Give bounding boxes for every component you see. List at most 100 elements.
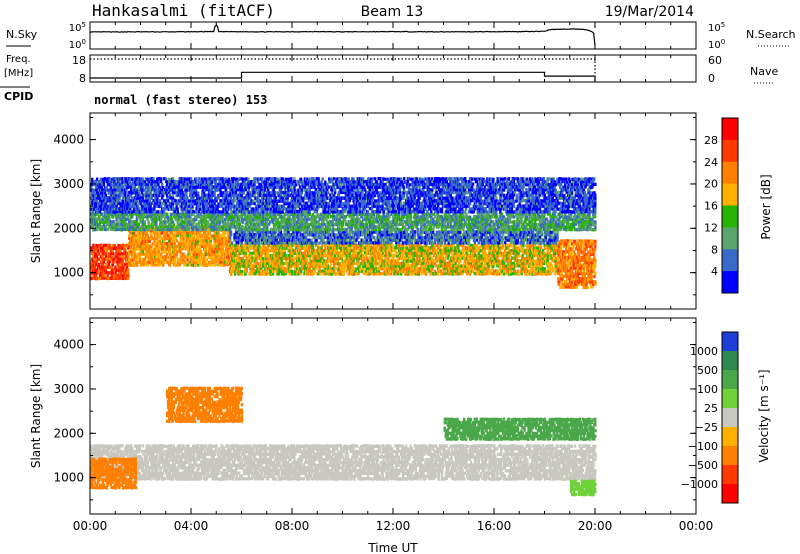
scatter-cell [439,272,443,276]
scatter-cell [363,264,366,268]
scatter-cell [459,257,462,261]
scatter-cell [439,269,443,273]
scatter-cell [213,250,216,254]
scatter-cell [363,259,366,263]
scatter-cell [538,249,542,253]
scatter-cell [321,251,324,255]
scatter-cell [549,248,552,252]
scatter-cell [135,263,139,267]
scatter-cell [196,258,200,262]
scatter-cell [302,256,306,261]
scatter-cell [543,272,547,276]
scatter-cell [102,249,106,253]
scatter-cell [354,248,357,252]
scatter-cell [104,262,108,266]
scatter-cell [398,254,402,258]
scatter-cell [307,264,311,268]
scatter-cell [197,255,200,259]
scatter-cell [264,251,268,255]
scatter-cell [427,230,430,234]
scatter-cell [358,251,361,255]
scatter-cell [454,246,457,250]
scatter-cell [460,235,463,239]
scatter-cell [478,236,482,240]
scatter-cell [402,253,405,257]
scatter-cell [390,240,393,244]
scatter-cell [459,233,462,237]
scatter-cell [516,253,519,257]
scatter-cell [164,258,168,262]
scatter-cell [454,238,457,242]
scatter-cell [399,230,403,234]
scatter-cell [550,264,553,268]
scatter-cell [285,246,288,250]
scatter-cell [496,249,499,253]
scatter-cell [504,238,508,242]
scatter-cell [233,272,237,276]
scatter-cell [258,243,261,247]
scatter-cell [486,238,489,243]
scatter-cell [281,264,284,268]
scatter-cell [525,235,528,239]
scatter-cell [395,246,399,250]
scatter-cell [488,259,491,263]
scatter-cell [174,233,178,237]
scatter-cell [124,246,127,250]
scatter-cell [328,259,331,263]
scatter-cell [282,272,285,276]
scatter-cell [370,230,374,235]
scatter-cell [331,272,334,276]
scatter-cell [436,248,439,252]
scatter-cell [482,230,485,234]
scatter-cell [537,243,541,247]
scatter-cell [263,238,266,242]
scatter-cell [551,269,554,273]
scatter-cell [493,254,496,258]
scatter-cell [362,254,365,258]
scatter-cell [408,236,412,240]
scatter-cell [138,234,142,238]
scatter-cell [380,256,383,260]
scatter-cell [193,234,196,238]
scatter-cell [145,263,148,267]
scatter-cell [362,238,365,242]
scatter-cell [240,233,244,237]
scatter-cell [145,231,148,235]
scatter-cell [191,263,194,267]
scatter-cell [191,234,194,238]
scatter-cell [521,238,524,242]
scatter-cell [324,272,327,276]
scatter-cell [530,261,533,265]
scatter-cell [396,236,400,240]
scatter-cell [249,232,252,237]
scatter-cell [96,268,99,272]
scatter-cell [218,255,221,259]
scatter-cell [455,256,458,260]
scatter-cell [175,255,178,259]
scatter-cell [343,264,346,268]
scatter-cell [160,252,163,256]
scatter-cell [287,243,290,247]
scatter-cell [278,259,282,263]
scatter-cell [93,268,96,272]
scatter-cell [481,233,484,237]
scatter-cell [354,241,357,245]
scatter-cell [118,276,121,281]
scatter-cell [294,269,297,274]
scatter-cell [555,264,558,268]
scatter-cell [343,267,347,271]
scatter-cell [540,230,544,234]
scatter-cell [346,257,349,261]
scatter-cell [498,241,501,245]
scatter-cell [277,269,280,273]
scatter-cell [112,260,115,264]
scatter-cell [539,256,543,260]
scatter-cell [350,259,353,263]
scatter-cell [105,249,109,253]
scatter-cell [156,250,159,254]
scatter-cell [182,239,185,243]
scatter-cell [351,233,354,237]
scatter-cell [272,269,276,273]
scatter-cell [546,257,549,261]
scatter-cell [127,271,130,275]
